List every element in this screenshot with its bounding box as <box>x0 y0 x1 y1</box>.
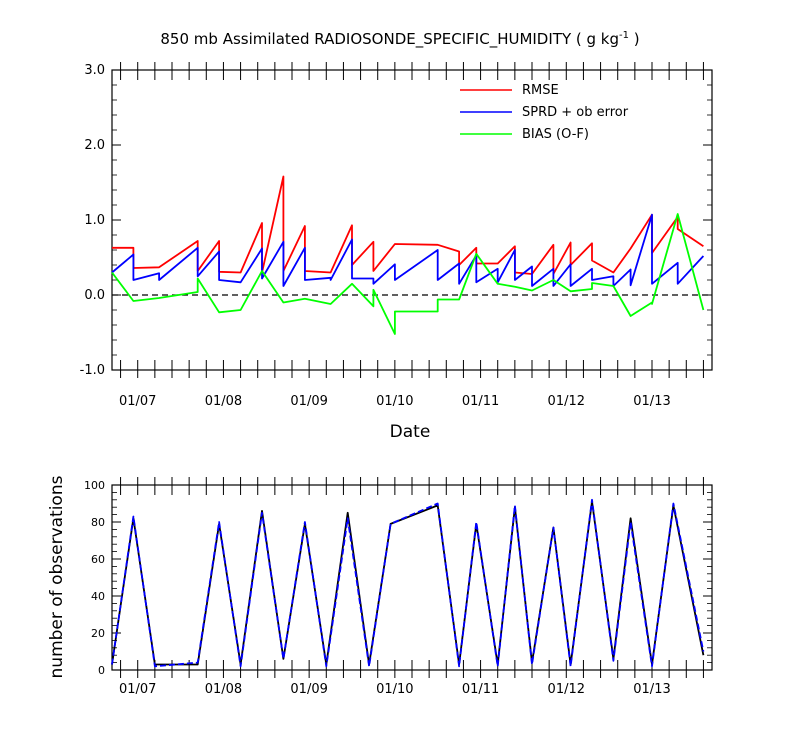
legend-label: RMSE <box>522 83 559 98</box>
top-chart: -1.0 0.0 1.0 2.0 3.0 01/07 01/08 01/09 01/10 01/1… <box>80 62 713 409</box>
x-tick-label: 01/13 <box>633 394 670 409</box>
y-tick-label: 100 <box>84 479 105 492</box>
y-tick-label: -1.0 <box>80 363 105 378</box>
x-tick-label: 01/09 <box>290 394 327 409</box>
chart-title-end: ) <box>629 30 640 48</box>
x-tick-label: 01/10 <box>376 394 413 409</box>
y-tick-label: 60 <box>91 553 105 566</box>
x-tick-label: 01/10 <box>376 682 413 697</box>
y-tick-label: 3.0 <box>84 63 105 78</box>
y-tick-label: 40 <box>91 590 105 603</box>
series-line-bias-o-f- <box>111 213 705 335</box>
x-tick-label: 01/12 <box>548 394 585 409</box>
y-tick-label: 2.0 <box>84 138 105 153</box>
x-tick-label: 01/12 <box>548 682 585 697</box>
y-tick-label: 0 <box>98 664 105 677</box>
x-tick-label: 01/11 <box>462 394 499 409</box>
series-line-rmse <box>112 175 704 275</box>
series-line-1 <box>111 498 705 668</box>
x-tick-label: 01/09 <box>290 682 327 697</box>
y-tick-label: 0.0 <box>84 288 105 303</box>
chart-title: 850 mb Assimilated RADIOSONDE_SPECIFIC_H… <box>160 30 639 49</box>
chart-title-superscript: -1 <box>619 30 629 41</box>
x-tick-label: 01/08 <box>205 394 242 409</box>
legend-label: SPRD + ob error <box>522 105 629 120</box>
y-tick-label: 80 <box>91 516 105 529</box>
plot-frame <box>111 484 713 671</box>
series-line-sprd-ob-error <box>111 213 705 287</box>
x-tick-label: 01/13 <box>633 682 670 697</box>
bottom-chart-ylabel: number of observations <box>47 475 67 678</box>
legend-label: BIAS (O-F) <box>522 127 589 142</box>
x-tick-label: 01/11 <box>462 682 499 697</box>
y-tick-label: 1.0 <box>84 213 105 228</box>
y-tick-label: 20 <box>91 627 105 640</box>
series-line-0 <box>111 500 705 666</box>
x-tick-label: 01/08 <box>205 682 242 697</box>
bottom-chart: 0 20 40 60 80 100 01/07 01/08 01/09 01/10 01/11 01/… <box>84 477 713 697</box>
x-tick-label: 01/07 <box>119 682 156 697</box>
x-tick-label: 01/07 <box>119 394 156 409</box>
top-chart-xlabel: Date <box>390 422 431 442</box>
